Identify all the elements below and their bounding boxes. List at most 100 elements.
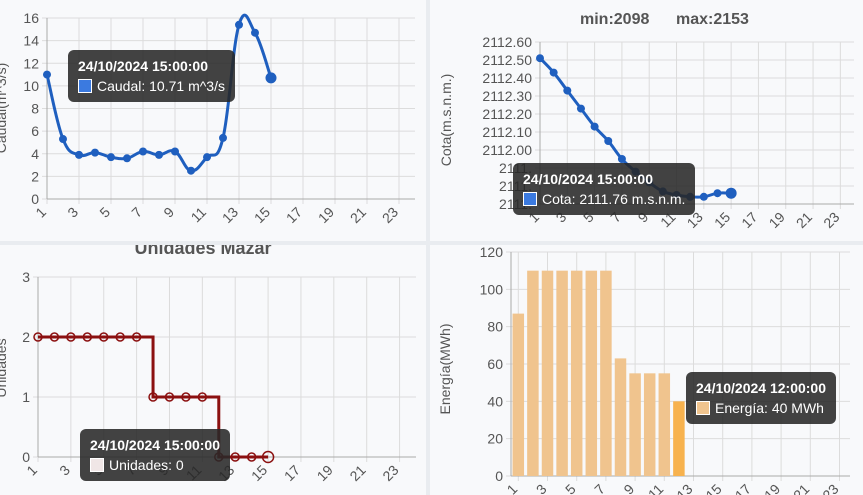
x-tick-label: 3 [533,481,550,495]
y-tick-label: 0 [31,191,39,207]
chart-title: Unidades Mazar [134,245,271,258]
data-point [235,20,243,29]
y-tick-label: 40 [487,393,503,409]
data-point [536,54,544,63]
tooltip-swatch [90,458,104,472]
tooltip-swatch [78,79,92,93]
y-tick-label: 80 [487,319,503,335]
y-tick-label: 2112.20 [482,106,532,122]
x-tick-label: 17 [283,204,305,226]
bar [643,373,656,476]
y-tick-label: 120 [480,245,504,260]
data-point [171,147,179,156]
tooltip-label: Cota: 2111.76 m.s.n.m. [542,191,686,207]
x-tick-label: 21 [347,204,369,226]
x-tick-label: 19 [761,481,783,495]
data-point [725,187,737,199]
x-tick-label: 9 [620,481,637,495]
data-point [265,72,277,84]
data-point [181,392,191,402]
unidades-tooltip: 24/10/2024 15:00:00 Unidades: 0 [80,429,230,481]
data-point [576,104,585,113]
data-point [713,189,722,198]
y-axis-label: Energía(MWh) [437,323,453,414]
x-tick-label: 1 [23,462,40,479]
x-tick-label: 13 [673,481,695,495]
bar [570,270,583,476]
tooltip-swatch [523,192,537,206]
data-point [66,332,76,342]
header-max: max:2153 [676,11,749,28]
data-point [563,86,572,95]
data-point [197,392,208,402]
x-tick-label: 7 [128,204,145,221]
x-tick-label: 15 [711,209,733,231]
data-point [549,68,558,77]
y-tick-label: 2112.50 [482,52,532,68]
y-tick-label: 10 [23,78,39,94]
x-tick-label: 13 [219,204,241,226]
x-tick-label: 21 [793,209,815,231]
tooltip-label: Caudal: 10.71 m^3/s [97,78,225,94]
y-tick-label: 2 [31,168,39,184]
x-tick-label: 17 [732,481,754,495]
y-tick-label: 2112.10 [482,124,532,140]
y-tick-label: 60 [487,356,503,372]
x-tick-label: 11 [645,481,667,495]
y-tick-label: 6 [31,123,39,139]
data-point [139,147,147,156]
bar [585,270,598,476]
bar [512,313,525,476]
y-tick-label: 16 [23,10,39,26]
x-tick-label: 9 [160,204,177,221]
y-tick-label: 3 [22,269,30,285]
caudal-chart-panel: 0 2 4 6 8 10 12 14 16 1 3 5 7 9 11 13 15 17 19 21 23 Caudal(m… [0,0,426,241]
x-tick-label: 15 [702,481,724,495]
data-point [251,28,259,37]
tooltip-swatch [696,401,710,415]
data-point [49,332,60,342]
energia-chart-panel: 0 20 40 60 80 100 120 1 3 5 7 9 11 13 15 17 19 21 23 Energí… [430,245,863,495]
header-min: min:2098 [580,11,649,28]
y-axis-label: Cota(m.s.n.m.) [438,74,454,167]
data-point [123,154,131,163]
x-tick-label: 19 [315,204,337,226]
data-point [82,332,93,342]
data-point [115,332,125,342]
x-tick-label: 21 [346,462,368,484]
data-point [219,133,227,142]
y-tick-label: 12 [23,55,39,71]
y-tick-label: 14 [23,33,39,49]
x-tick-label: 15 [251,204,273,226]
data-point [203,153,211,162]
y-tick-label: 1 [22,389,30,405]
x-tick-label: 7 [591,481,608,495]
tooltip-label: Energía: 40 MWh [715,400,824,416]
x-tick-label: 23 [820,209,842,231]
tooltip-title: 24/10/2024 12:00:00 [696,380,826,396]
y-tick-label: 4 [31,146,39,162]
bar [541,270,554,476]
x-tick-label: 5 [562,481,579,495]
x-tick-label: 23 [379,204,401,226]
data-point [604,137,613,145]
tooltip-title: 24/10/2024 15:00:00 [523,171,653,187]
y-tick-label: 100 [480,281,504,297]
data-point [59,135,67,144]
data-point [98,332,109,342]
data-point [155,150,163,159]
unidades-chart: 01231357911131517192123UnidadesUnidades … [0,245,416,484]
y-axis-label: Caudal(m^3/s) [0,63,9,154]
data-point [246,452,257,462]
data-point [164,392,175,402]
data-point [187,166,195,175]
data-point [75,150,83,159]
tooltip-title: 24/10/2024 15:00:00 [90,437,220,453]
bar [527,270,539,476]
y-tick-label: 8 [31,101,39,117]
data-point [617,155,626,163]
x-tick-label: 1 [504,481,521,495]
x-tick-label: 23 [819,481,841,495]
y-tick-label: 2112.60 [482,34,532,50]
